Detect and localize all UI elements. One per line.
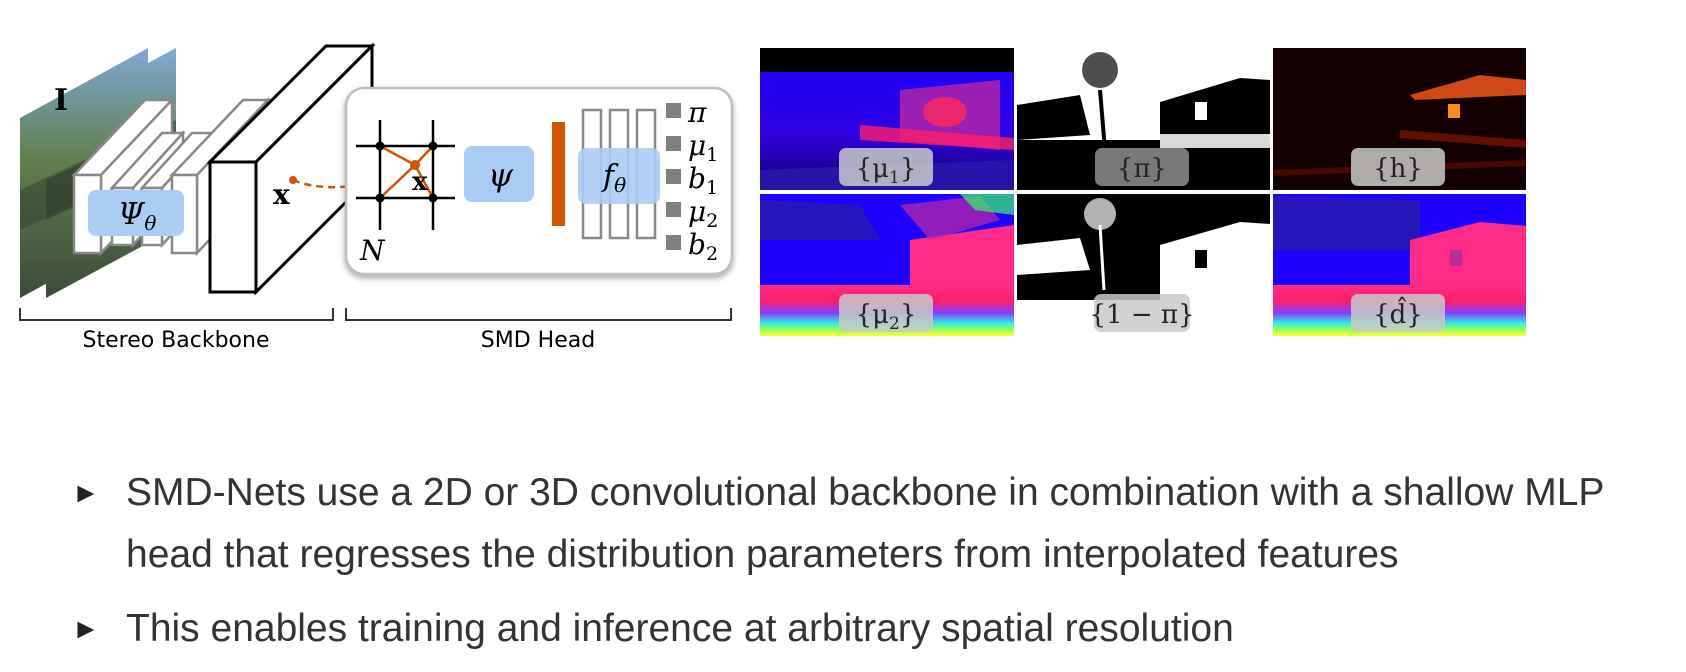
map-label: {π} <box>1117 154 1167 184</box>
output-square-icon <box>666 136 681 151</box>
input-label: I <box>54 83 68 118</box>
map-label-box <box>839 294 933 332</box>
map-label: {1 − π} <box>1089 300 1194 330</box>
grid-label: N <box>359 234 386 267</box>
output-square-icon <box>666 169 681 184</box>
mlp-box <box>578 148 660 204</box>
interpolation-grid <box>356 120 455 230</box>
map-mu1 <box>760 48 1014 190</box>
backbone-feature-box <box>88 190 184 236</box>
output-maps: {μ1} {π} {h} {μ2} {1 − π} {d̂} <box>760 48 1526 336</box>
bullet-item: ► This enables training and inference at… <box>72 598 1672 660</box>
bullet-text: SMD-Nets use a 2D or 3D convolutional ba… <box>126 471 1604 576</box>
output-parameter-label: b2 <box>688 228 718 265</box>
grid-corners <box>375 141 438 203</box>
output-square-icon <box>666 103 681 118</box>
map-mu2 <box>760 194 1014 336</box>
map-label: {d̂} <box>1373 296 1423 330</box>
output-parameter-label: π <box>687 96 707 129</box>
smd-head-caption: SMD Head <box>481 328 595 353</box>
output-parameter-label: μ1 <box>688 129 718 166</box>
output-square-icon <box>666 202 681 217</box>
map-label-box <box>1094 294 1190 332</box>
output-parameter-label: μ2 <box>688 195 718 232</box>
stereo-backbone-caption: Stereo Backbone <box>83 328 270 353</box>
map-label-box <box>839 148 933 186</box>
bullet-marker-icon: ► <box>72 477 100 508</box>
output-square-icon <box>666 235 681 250</box>
architecture-diagram: I Ψθ x <box>19 42 1526 353</box>
map-one-minus-pi <box>1017 194 1270 336</box>
query-point-label: x <box>273 178 290 211</box>
smd-head-bracket <box>345 308 732 321</box>
stereo-backbone-bracket <box>19 308 334 321</box>
output-parameter-label: b1 <box>688 162 718 199</box>
psi-box <box>464 146 534 202</box>
map-label-box <box>1351 148 1445 186</box>
map-label: {h} <box>1373 154 1423 184</box>
map-label: {μ2} <box>856 300 917 334</box>
bullet-marker-icon: ► <box>72 613 100 644</box>
bullet-text: This enables training and inference at a… <box>126 607 1234 650</box>
smd-head-panel <box>344 86 734 276</box>
psi-label: ψ <box>488 156 514 194</box>
map-pi <box>1017 48 1270 190</box>
map-label-box <box>1351 294 1445 332</box>
feature-vector-bar <box>552 122 565 226</box>
bullet-list: ► SMD-Nets use a 2D or 3D convolutional … <box>72 462 1672 672</box>
backbone-label: Ψθ <box>118 197 156 235</box>
map-label: {μ1} <box>856 154 917 188</box>
bullet-item: ► SMD-Nets use a 2D or 3D convolutional … <box>72 462 1672 586</box>
grid-point-label: x <box>412 167 428 197</box>
map-label-box <box>1095 148 1189 186</box>
